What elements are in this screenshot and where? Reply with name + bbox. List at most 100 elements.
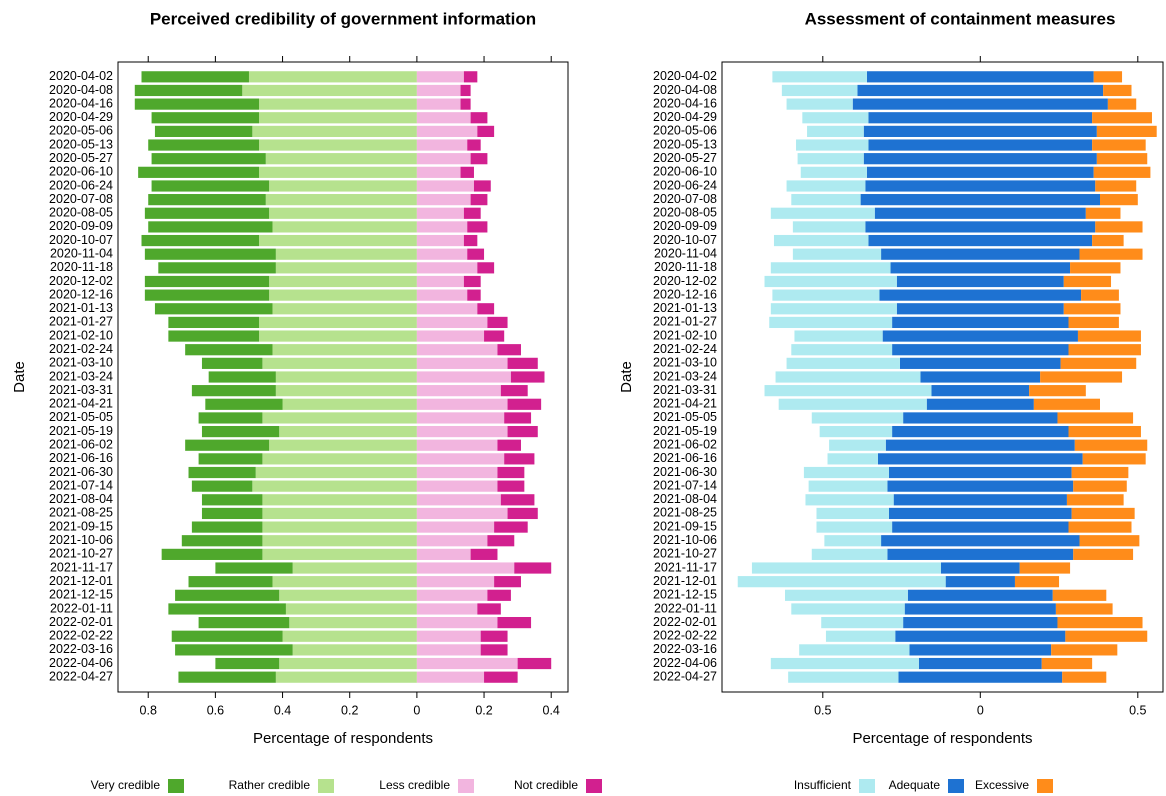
bar-segment	[926, 398, 1034, 410]
y-tick-label: 2020-08-05	[49, 206, 113, 220]
bar-segment	[786, 98, 853, 110]
bar-segment	[477, 603, 501, 615]
bar-segment	[275, 248, 417, 260]
bar-segment	[866, 166, 1094, 178]
bar-segment	[796, 139, 869, 151]
y-tick-label: 2020-04-08	[653, 83, 717, 97]
bar-segment	[141, 234, 260, 247]
y-tick-label: 2020-04-16	[49, 96, 113, 110]
bar-segment	[272, 221, 417, 233]
legend-label: Not credible	[514, 778, 578, 792]
bar-segment	[764, 275, 897, 288]
bar-segment	[252, 480, 417, 492]
bar-segment	[168, 316, 260, 329]
x-tick-label: 0.2	[475, 703, 492, 717]
bar-segment	[825, 630, 896, 642]
bar-segment	[416, 521, 495, 533]
bar-segment	[907, 589, 1053, 601]
bar-segment	[497, 617, 532, 629]
bar-segment	[416, 98, 461, 110]
bar-segment	[1082, 453, 1146, 465]
bar-segment	[1068, 521, 1132, 533]
bar-segment	[1103, 84, 1132, 97]
bar-segment	[816, 521, 893, 533]
y-tick-label: 2020-06-24	[49, 178, 113, 192]
bar-segment	[292, 562, 417, 574]
bar-segment	[470, 153, 488, 165]
bar-segment	[416, 357, 508, 369]
bar-segment	[151, 112, 260, 124]
bar-segment	[504, 453, 535, 465]
bar-segment	[463, 207, 481, 219]
y-tick-label: 2020-09-09	[49, 219, 113, 233]
bar-segment	[1085, 207, 1121, 219]
bar-segment	[161, 548, 263, 560]
bar-segment	[824, 535, 882, 547]
bar-segment	[882, 330, 1078, 342]
bar-segment	[416, 466, 498, 479]
bar-segment	[416, 617, 498, 629]
bar-segment	[242, 84, 417, 97]
bar-segment	[275, 671, 417, 683]
bar-segment	[1019, 562, 1071, 574]
y-tick-label: 2022-02-01	[49, 615, 113, 629]
y-tick-label: 2021-05-05	[49, 410, 113, 424]
y-tick-label: 2021-06-02	[49, 438, 113, 452]
y-axis-label: Date	[11, 361, 28, 393]
bar-segment	[416, 385, 501, 397]
y-tick-label: 2022-04-06	[653, 656, 717, 670]
bar-segment	[865, 180, 1096, 192]
bar-segment	[792, 248, 882, 260]
bar-segment	[148, 139, 260, 151]
bar-segment	[1079, 248, 1143, 260]
bar-segment	[416, 262, 478, 274]
bar-segment	[477, 125, 495, 137]
bar-segment	[1081, 289, 1119, 301]
bar-segment	[487, 535, 515, 547]
bar-segment	[868, 112, 1093, 124]
bar-segment	[416, 71, 464, 83]
y-tick-label: 2021-03-10	[653, 356, 717, 370]
bar-segment	[1051, 644, 1118, 656]
y-tick-label: 2020-07-08	[49, 192, 113, 206]
bar-segment	[1052, 589, 1107, 601]
bar-segment	[811, 548, 888, 560]
y-tick-label: 2021-03-31	[49, 383, 113, 397]
y-tick-label: 2022-02-22	[49, 629, 113, 643]
bar-segment	[510, 371, 545, 383]
bar-segment	[416, 344, 498, 356]
bar-segment	[144, 207, 270, 219]
bar-segment	[467, 248, 485, 260]
legend-label: Very credible	[91, 778, 161, 792]
y-tick-label: 2021-03-24	[49, 369, 113, 383]
bar-segment	[467, 289, 481, 301]
bar-segment	[416, 112, 471, 124]
bar-segment	[811, 412, 904, 424]
y-tick-label: 2020-05-13	[653, 137, 717, 151]
bar-segment	[940, 562, 1020, 574]
bar-segment	[1057, 617, 1143, 629]
bar-segment	[1055, 603, 1113, 615]
bar-segment	[893, 494, 1067, 506]
bar-segment	[852, 98, 1108, 110]
bar-segment	[416, 453, 505, 465]
bar-segment	[898, 671, 1063, 683]
bar-segment	[416, 671, 485, 683]
bar-segment	[484, 330, 505, 342]
y-tick-label: 2020-06-10	[49, 165, 113, 179]
bar-segment	[416, 275, 464, 288]
bar-segment	[881, 535, 1080, 547]
bar-segment	[799, 644, 910, 656]
bar-segment	[484, 671, 518, 683]
y-tick-label: 2021-01-13	[653, 301, 717, 315]
bar-segment	[507, 398, 542, 410]
bar-segment	[175, 589, 280, 601]
bar-segment	[764, 385, 932, 397]
bar-segment	[181, 535, 263, 547]
plot-frame	[117, 61, 569, 693]
y-tick-label: 2022-04-27	[653, 669, 717, 683]
y-tick-label: 2020-11-04	[50, 246, 113, 260]
y-tick-label: 2020-06-24	[653, 178, 717, 192]
bar-segment	[416, 194, 471, 206]
bar-segment	[201, 357, 263, 369]
